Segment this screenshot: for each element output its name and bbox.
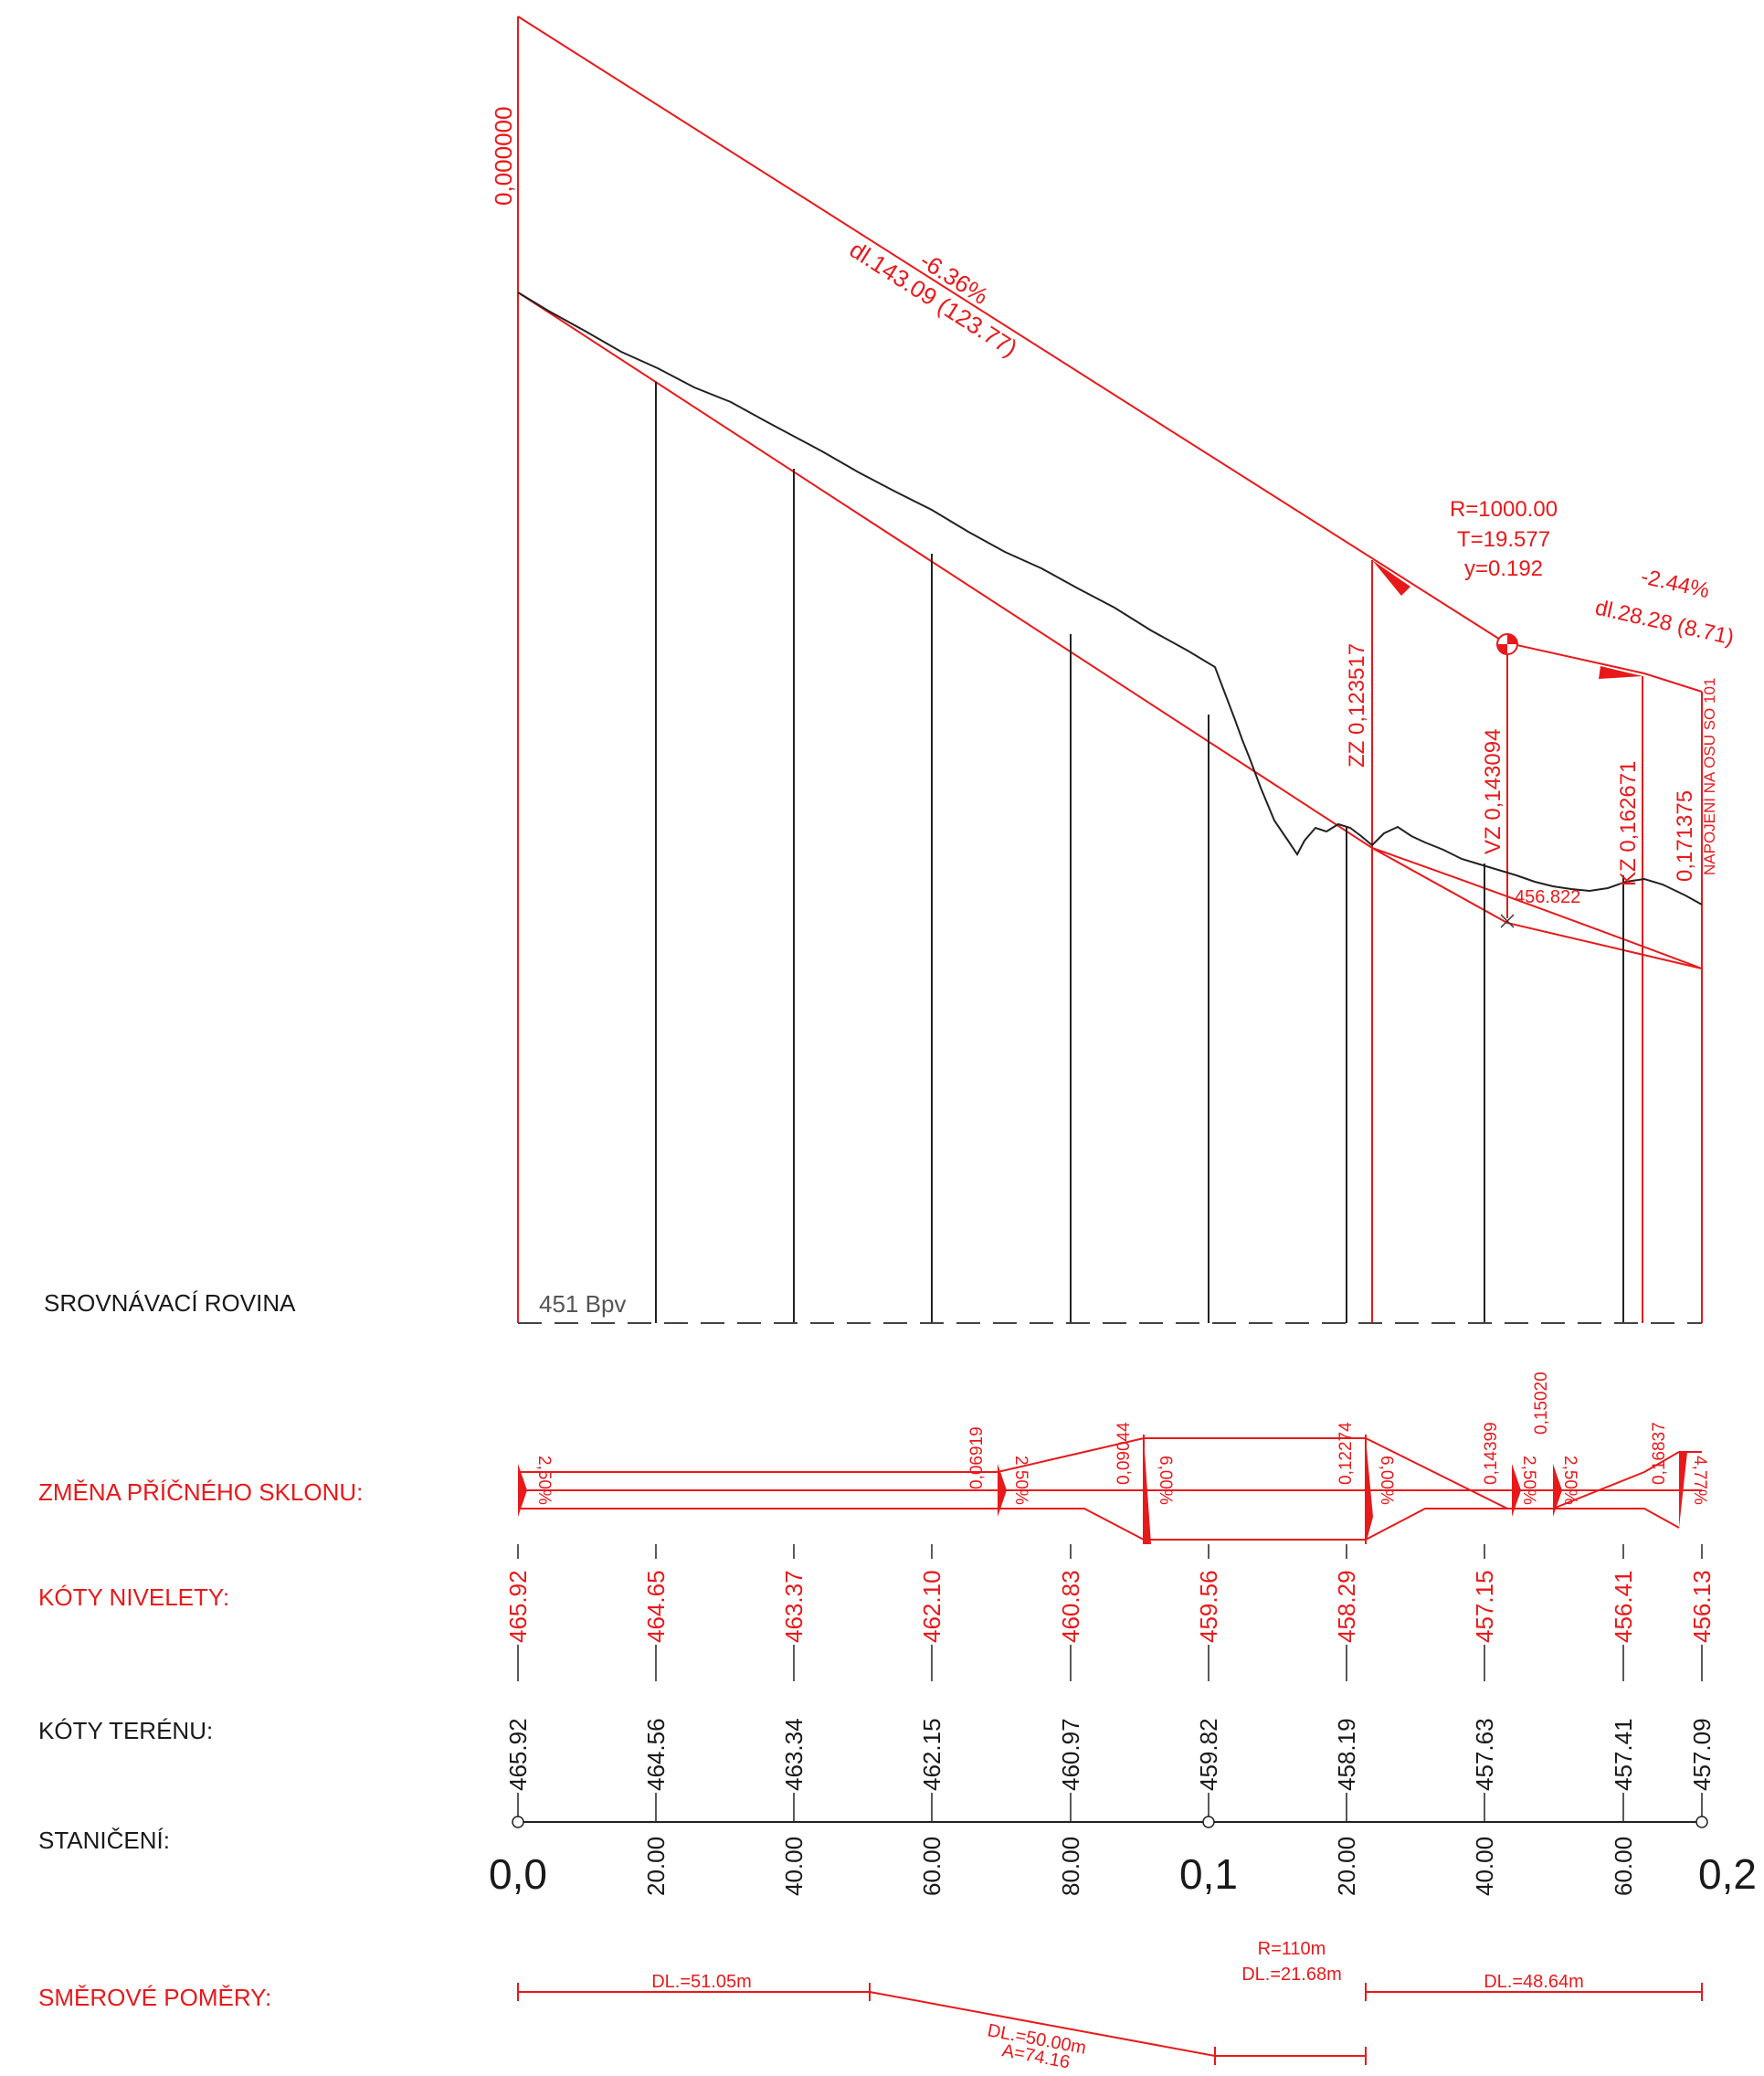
cs-station-label-2: 0,09044 [1114,1422,1134,1485]
design-level-value: 463.37 [780,1570,808,1643]
zz-arrow [1372,560,1410,596]
cs-wedge-6 [1553,1464,1562,1517]
terrain-level-value: 459.82 [1195,1718,1222,1791]
cs-value-3: 6,00% [1156,1456,1175,1505]
cs-station-label-5: 0,15020 [1532,1372,1551,1435]
pvi-elevation-label: 456.822 [1515,887,1580,907]
design-level-value: 459.56 [1195,1570,1222,1643]
terrain-level-value: 457.09 [1688,1718,1716,1791]
curve-radius-label: R=1000.00 [1450,497,1558,522]
chainage-label: 20.00 [642,1837,670,1896]
datum-row-label: SROVNÁVACÍ ROVINA [44,1289,296,1317]
cs-wedge-start [518,1464,527,1517]
alignment-arc-length-label: DL.=21.68m [1241,1965,1342,1985]
profile-area: 0,000000 -6.36% dl.143.09 (123.77) R=100… [490,16,1737,1324]
km-marker-1 [1202,1816,1215,1828]
terrain-level-value: 464.56 [642,1718,670,1791]
terrain-level-value: 457.63 [1471,1718,1498,1791]
cs-wedge-3 [1144,1438,1151,1544]
chainage-km-label: 0,2 [1698,1850,1757,1898]
chainage-km-label: 0,1 [1179,1850,1238,1898]
row-labels: SROVNÁVACÍ ROVINA ZMĚNA PŘÍČNÉHO SKLONU:… [38,1289,363,2011]
kz-label: KZ 0,162671 [1616,761,1641,886]
km-marker-0 [512,1816,524,1828]
end-chainage-label: 0,171375 [1673,790,1697,882]
chainage-row-label: STANIČENÍ: [38,1827,170,1854]
vz-label: VZ 0,143094 [1481,729,1505,854]
design-level-value: 464.65 [642,1570,670,1643]
chainage-label: 60.00 [918,1837,945,1896]
grade2-slope-label: -2.44% [1639,565,1712,604]
terrain-line [517,291,1703,906]
design-level-value: 465.92 [504,1570,532,1643]
end-note-label: NAPOJENÍ NA OSU SO 101 [1701,678,1718,875]
pvi-marker-fill-1 [1507,634,1517,644]
cs-value-4: 6,00% [1377,1456,1396,1505]
cs-value-2: 2,50% [1011,1456,1030,1505]
chainage-label: 40.00 [1471,1837,1498,1896]
terrain-level-value: 465.92 [504,1718,532,1791]
design-grade-line [517,291,1703,969]
cs-wedge-2 [998,1464,1007,1517]
zz-label: ZZ 0,123517 [1345,643,1369,768]
design-level-value: 462.10 [918,1570,945,1643]
terrain-level-value: 462.15 [918,1718,945,1791]
grade-tangent-extension [1371,847,1703,969]
pvi-cross-icon [1500,914,1515,928]
chainage-label: 20.00 [1333,1837,1360,1896]
curve-tangent-label: T=19.577 [1457,527,1550,552]
design-level-value: 458.29 [1333,1570,1360,1643]
grade-polygon-line [517,16,1703,693]
chainage-km-label: 0,0 [489,1850,547,1898]
cs-value-7: 4,77% [1690,1456,1709,1505]
cs-wedge-5 [1512,1464,1521,1517]
start-chainage-label: 0,000000 [490,107,517,206]
datum-elevation-label: 451 Bpv [539,1290,626,1318]
cs-value-6: 2,50% [1560,1456,1579,1505]
terrain-level-value: 458.19 [1333,1718,1360,1791]
terrain-level-value: 460.97 [1057,1718,1084,1791]
km-marker-2 [1695,1816,1708,1828]
chainage-label: 60.00 [1610,1837,1637,1896]
pvi-marker-fill-2 [1497,644,1507,654]
terrain-level-value: 463.34 [780,1718,808,1791]
cross-slope-band: 0,06919 0,09044 0,12274 0,14399 0,15020 … [518,1372,1709,1544]
terrain-levels-row-label: KÓTY TERÉNU: [38,1717,213,1744]
curve-y-label: y=0.192 [1464,556,1543,581]
cs-wedge-end [1679,1452,1687,1528]
alignment-segment1-label: DL.=51.05m [651,1972,752,1992]
design-level-value: 456.41 [1610,1570,1637,1643]
chainage-label: 80.00 [1057,1837,1084,1896]
alignment-segment3-label: DL.=48.64m [1484,1972,1584,1992]
cs-station-label-4: 0,14399 [1482,1422,1501,1485]
terrain-level-value: 457.41 [1610,1718,1637,1791]
cs-station-label-1: 0,06919 [967,1426,987,1489]
right-edge-line [518,1437,1702,1509]
cs-wedge-4 [1366,1438,1373,1544]
cs-station-label-6: 0,16837 [1650,1422,1669,1485]
alignment-band: DL.=51.05m DL.=50.00m A=74.16 R=110m DL.… [517,1939,1703,2073]
left-edge-line [518,1508,1680,1541]
alignment-row-label: SMĚROVÉ POMĚRY: [38,1984,271,2011]
chainage-axis [512,1816,1708,1828]
design-level-value: 456.13 [1688,1570,1716,1643]
station-columns: 465.92 465.92 0,0 464.65 464.56 20.00 463.37 46… [489,1544,1757,1898]
design-level-value: 457.15 [1471,1570,1498,1643]
kz-arrow [1599,666,1643,679]
cross-slope-row-label: ZMĚNA PŘÍČNÉHO SKLONU: [38,1478,363,1506]
chainage-label: 40.00 [780,1837,808,1896]
cs-value-5: 2,50% [1519,1456,1538,1505]
design-levels-row-label: KÓTY NIVELETY: [38,1583,229,1611]
cs-station-label-3: 0,12274 [1336,1422,1356,1485]
grade2-length-label: dl.28.28 (8.71) [1593,596,1737,651]
cs-value-1: 2,50% [534,1456,554,1505]
alignment-arc-radius-label: R=110m [1258,1939,1326,1959]
design-level-value: 460.83 [1057,1570,1084,1643]
alignment-transition [869,1991,1216,2057]
